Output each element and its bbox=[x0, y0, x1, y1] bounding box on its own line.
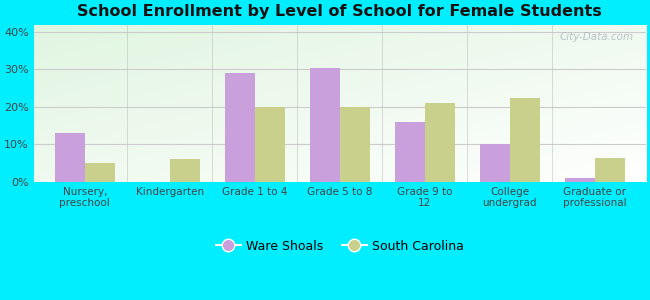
Bar bbox=[510, 98, 540, 182]
Bar bbox=[225, 73, 255, 182]
Text: City-Data.com: City-Data.com bbox=[560, 32, 634, 42]
Bar bbox=[310, 68, 340, 182]
Legend: Ware Shoals, South Carolina: Ware Shoals, South Carolina bbox=[211, 235, 469, 258]
Bar bbox=[255, 107, 285, 182]
Bar bbox=[565, 178, 595, 182]
Bar bbox=[84, 163, 114, 182]
Bar bbox=[340, 107, 370, 182]
Bar bbox=[170, 160, 200, 182]
Bar bbox=[595, 158, 625, 182]
Bar bbox=[480, 145, 510, 182]
Bar bbox=[395, 122, 425, 182]
Bar bbox=[55, 133, 84, 182]
Bar bbox=[425, 103, 454, 182]
Title: School Enrollment by Level of School for Female Students: School Enrollment by Level of School for… bbox=[77, 4, 602, 19]
